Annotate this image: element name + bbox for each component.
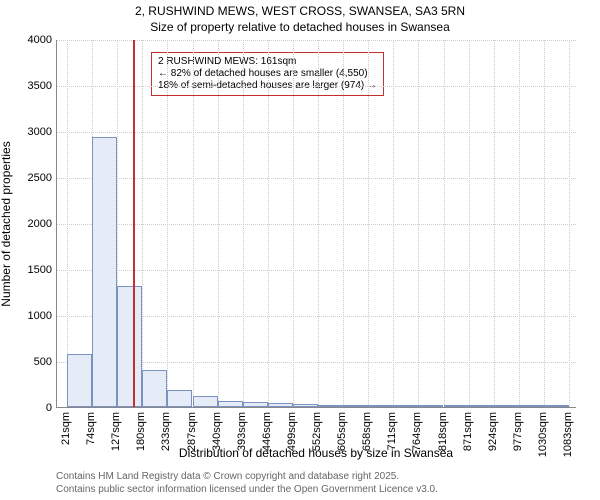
x-tick-label: 180sqm xyxy=(135,412,147,451)
gridline-vertical xyxy=(67,40,68,407)
histogram-bar xyxy=(243,402,268,407)
histogram-bar xyxy=(318,405,343,407)
histogram-bar xyxy=(519,405,544,407)
y-tick-label: 3500 xyxy=(8,80,52,92)
y-tick-label: 1000 xyxy=(8,310,52,322)
marker-line xyxy=(133,40,135,407)
x-tick-label: 287sqm xyxy=(186,412,198,451)
x-tick-label: 552sqm xyxy=(311,412,323,451)
x-tick-label: 340sqm xyxy=(211,412,223,451)
y-tick-label: 1500 xyxy=(8,264,52,276)
gridline-vertical xyxy=(544,40,545,407)
title-line-2: Size of property relative to detached ho… xyxy=(0,20,600,36)
gridline-vertical xyxy=(444,40,445,407)
x-tick-label: 233sqm xyxy=(160,412,172,451)
y-tick-label: 0 xyxy=(8,402,52,414)
x-tick-label: 764sqm xyxy=(411,412,423,451)
y-tick-label: 500 xyxy=(8,356,52,368)
title-line-1: 2, RUSHWIND MEWS, WEST CROSS, SWANSEA, S… xyxy=(0,4,600,20)
histogram-bar xyxy=(92,137,117,407)
histogram-bar xyxy=(67,354,92,407)
x-tick-label: 924sqm xyxy=(487,412,499,451)
gridline-vertical xyxy=(569,40,570,407)
gridline-vertical xyxy=(469,40,470,407)
footer-line-1: Contains HM Land Registry data © Crown c… xyxy=(56,470,438,483)
footer-attribution: Contains HM Land Registry data © Crown c… xyxy=(56,470,438,496)
histogram-bar xyxy=(418,405,443,407)
x-tick-label: 711sqm xyxy=(386,412,398,450)
x-tick-label: 446sqm xyxy=(261,412,273,451)
gridline-vertical xyxy=(418,40,419,407)
histogram-bar xyxy=(193,396,218,407)
gridline-vertical xyxy=(218,40,219,407)
gridline-vertical xyxy=(519,40,520,407)
x-tick-label: 499sqm xyxy=(286,412,298,451)
x-tick-label: 21sqm xyxy=(60,412,72,445)
x-tick-label: 977sqm xyxy=(512,412,524,451)
histogram-bar xyxy=(218,401,243,407)
y-tick-label: 3000 xyxy=(8,126,52,138)
y-tick-label: 4000 xyxy=(8,34,52,46)
gridline-vertical xyxy=(343,40,344,407)
histogram-bar xyxy=(469,405,494,407)
histogram-bar xyxy=(393,405,418,407)
histogram-bar xyxy=(444,405,469,407)
histogram-bar xyxy=(142,370,167,407)
gridline-vertical xyxy=(293,40,294,407)
x-tick-label: 1083sqm xyxy=(562,412,574,457)
gridline-vertical xyxy=(393,40,394,407)
gridline-vertical xyxy=(494,40,495,407)
x-tick-label: 393sqm xyxy=(236,412,248,451)
footer-line-2: Contains public sector information licen… xyxy=(56,483,438,496)
y-tick-label: 2000 xyxy=(8,218,52,230)
gridline-vertical xyxy=(318,40,319,407)
gridline-vertical xyxy=(243,40,244,407)
gridline-vertical xyxy=(193,40,194,407)
x-tick-label: 818sqm xyxy=(437,412,449,451)
chart-title: 2, RUSHWIND MEWS, WEST CROSS, SWANSEA, S… xyxy=(0,0,600,35)
histogram-bar xyxy=(343,405,368,407)
histogram-bar xyxy=(293,404,318,407)
x-tick-label: 1030sqm xyxy=(537,412,549,457)
histogram-bar xyxy=(117,286,142,407)
x-tick-label: 871sqm xyxy=(462,412,474,451)
gridline-vertical xyxy=(142,40,143,407)
gridline-vertical xyxy=(268,40,269,407)
histogram-bar xyxy=(167,390,192,407)
gridline-vertical xyxy=(368,40,369,407)
x-tick-label: 127sqm xyxy=(110,412,122,451)
gridline-vertical xyxy=(167,40,168,407)
x-tick-label: 605sqm xyxy=(336,412,348,451)
x-tick-label: 658sqm xyxy=(361,412,373,451)
x-tick-label: 74sqm xyxy=(85,412,97,445)
plot-area: 2 RUSHWIND MEWS: 161sqm ← 82% of detache… xyxy=(56,40,576,408)
histogram-bar xyxy=(544,405,569,407)
histogram-bar xyxy=(494,405,519,407)
y-tick-label: 2500 xyxy=(8,172,52,184)
histogram-bar xyxy=(368,405,393,407)
histogram-bar xyxy=(268,403,293,407)
